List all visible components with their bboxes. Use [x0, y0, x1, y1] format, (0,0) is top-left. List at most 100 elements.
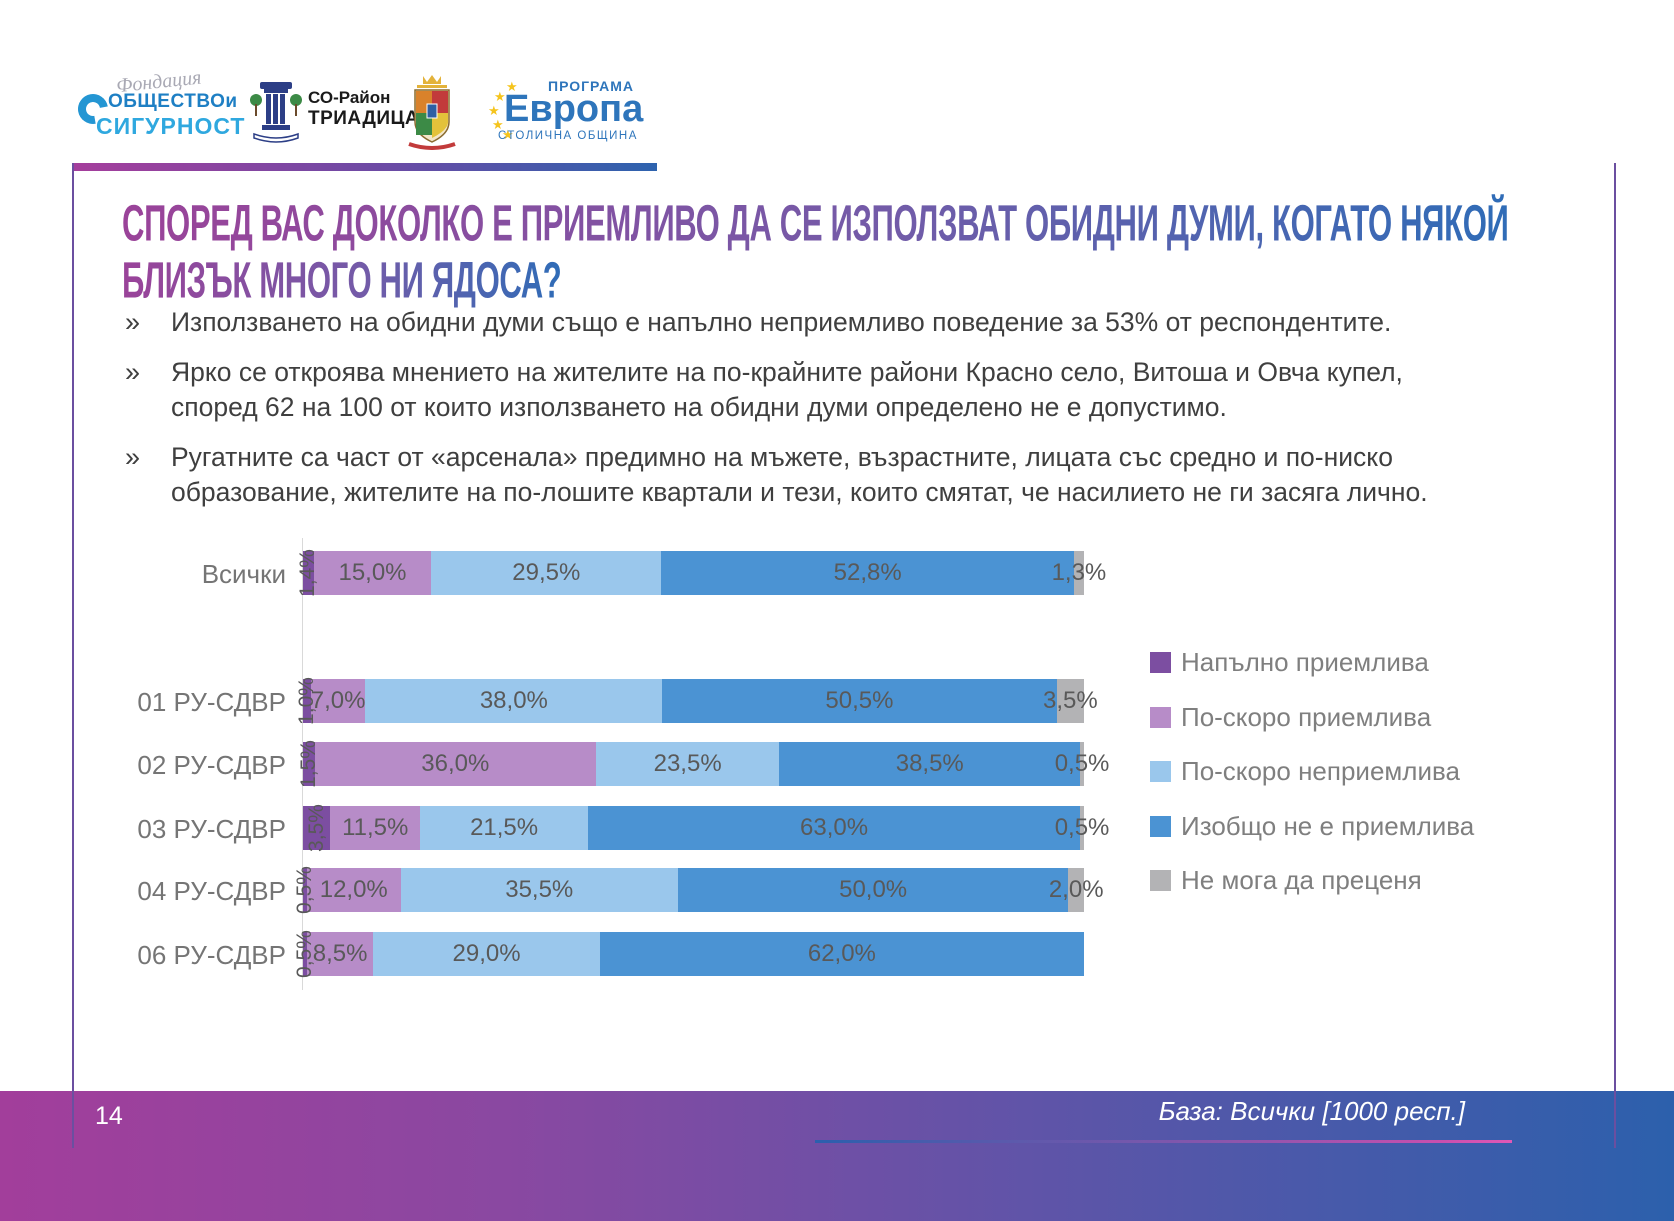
frame-left-border	[72, 163, 74, 1148]
title-line-2: БЛИЗЪК МНОГО НИ ЯДОСА?	[122, 251, 562, 309]
segment-value-label: 29,0%	[452, 940, 521, 967]
bar-row: 0,5% 12,0% 35,5% 50,0% 2,0%	[293, 866, 1104, 914]
frame-right-border	[1614, 163, 1616, 1148]
legend-item: Не мога да преценя	[1150, 865, 1422, 896]
sofia-crest-icon	[408, 75, 456, 150]
page-title: СПОРЕД ВАС ДОКОЛКО Е ПРИЕМЛИВО ДА СЕ ИЗП…	[122, 194, 1572, 309]
segment-value-label: 1,3%	[1051, 559, 1107, 586]
segment-value-label: 7,0%	[310, 687, 366, 714]
bar-segment	[303, 679, 311, 723]
segment-value-label: 0,5%	[1054, 814, 1110, 841]
bar-row: 0,5% 8,5% 29,0% 62,0%	[293, 930, 1084, 978]
logo-sofia-coat-of-arms	[403, 70, 461, 155]
legend-item: По-скоро приемлива	[1150, 702, 1431, 733]
legend-swatch	[1150, 652, 1171, 673]
bullet-marker: »	[125, 442, 141, 472]
title-line-1: СПОРЕД ВАС ДОКОЛКО Е ПРИЕМЛИВО ДА СЕ ИЗП…	[122, 194, 1509, 252]
bar-segment	[303, 742, 315, 786]
bar-segment	[662, 679, 1057, 723]
segment-value-label: 1,4%	[296, 549, 320, 597]
bar-segment	[303, 932, 307, 976]
bar-segment	[306, 932, 374, 976]
category-label: 01 РУ-СДВР	[137, 687, 286, 717]
segment-value-label: 35,5%	[505, 876, 574, 903]
evropa-top: ПРОГРАМА	[548, 78, 635, 94]
bullet-item: » Ругатните са част от «арсенала» предимн…	[125, 440, 1485, 510]
page-number: 14	[95, 1102, 123, 1130]
legend-label: По-скоро неприемлива	[1181, 756, 1460, 786]
foundation-line1: ОБЩЕСТВОи	[108, 91, 238, 112]
bar-row: 3,5% 11,5% 21,5% 63,0% 0,5%	[303, 804, 1109, 852]
bar-segment	[431, 551, 662, 595]
category-label: Всички	[201, 559, 286, 589]
category-label: 04 РУ-СДВР	[137, 876, 286, 906]
legend-swatch	[1150, 707, 1171, 728]
bullet-text: Ругатните са част от «арсенала» предимно…	[171, 442, 1428, 507]
logo-strip: Фондация ОБЩЕСТВОи СИГУРНОСТ СО-Район ТР…	[72, 66, 718, 155]
segment-value-label: 38,5%	[895, 750, 964, 777]
legend-item: Напълно приемлива	[1150, 647, 1429, 678]
bar-segment	[599, 932, 1084, 976]
bar-segment	[310, 679, 366, 723]
foundation-line2: СИГУРНОСТ	[96, 113, 246, 139]
column-icon	[250, 82, 302, 143]
bullet-marker: »	[125, 307, 141, 337]
bar-segment	[373, 932, 600, 976]
bar-segment	[314, 742, 596, 786]
bar-segment	[595, 742, 780, 786]
triaditsa-line1: СО-Район	[308, 88, 391, 107]
bar-segment	[1068, 868, 1084, 912]
triaditsa-line2: ТРИАДИЦА	[308, 108, 420, 129]
bar-segment	[1080, 806, 1084, 850]
bar-row: 1,0% 7,0% 38,0% 50,5% 3,5%	[295, 677, 1098, 725]
bar-segment	[330, 806, 421, 850]
footer-band	[0, 1091, 1674, 1221]
segment-value-label: 29,5%	[512, 559, 581, 586]
evropa-bottom: СТОЛИЧНА ОБЩИНА	[498, 130, 638, 142]
bullet-list: » Използването на обидни думи също е напъ…	[125, 305, 1485, 525]
euro-stars-icon: ★ ★ ★ ★ ★	[488, 79, 518, 142]
segment-value-label: 63,0%	[800, 814, 869, 841]
segment-value-label: 12,0%	[319, 876, 388, 903]
base-note: База: Всички [1000 респ.]	[1158, 1096, 1465, 1126]
legend-swatch	[1150, 761, 1171, 782]
evropa-main: Европа	[504, 88, 644, 130]
segment-value-label: 21,5%	[470, 814, 539, 841]
category-label: 06 РУ-СДВР	[137, 940, 286, 970]
bar-segment	[306, 868, 401, 912]
bar-segment	[303, 551, 314, 595]
segment-value-label: 3,5%	[304, 804, 328, 852]
segment-value-label: 3,5%	[1042, 687, 1098, 714]
chart-axis-line	[302, 538, 303, 990]
bullet-text: Ярко се откроява мнението на жителите на…	[171, 357, 1403, 422]
bullet-item: » Ярко се откроява мнението на жителите н…	[125, 355, 1485, 425]
bar-segment	[677, 868, 1069, 912]
segment-value-label: 38,0%	[479, 687, 548, 714]
category-label: 03 РУ-СДВР	[137, 814, 286, 844]
footer-accent-line	[815, 1140, 1512, 1143]
legend-swatch	[1150, 816, 1171, 837]
legend-swatch	[1150, 870, 1171, 891]
segment-value-label: 2,0%	[1048, 876, 1104, 903]
segment-value-label: 15,0%	[338, 559, 407, 586]
header-gradient-bar	[72, 163, 657, 171]
segment-value-label: 50,5%	[825, 687, 894, 714]
category-label: 02 РУ-СДВР	[137, 750, 286, 780]
legend-label: По-скоро приемлива	[1181, 702, 1432, 732]
segment-value-label: 11,5%	[342, 814, 409, 841]
bar-segment	[1073, 551, 1084, 595]
bar-row: 1,5% 36,0% 23,5% 38,5% 0,5%	[297, 740, 1110, 788]
bullet-text: Използването на обидни думи също е напъл…	[171, 307, 1392, 337]
bar-segment	[661, 551, 1074, 595]
bar-segment	[400, 868, 678, 912]
legend-label: Изобщо не е приемлива	[1181, 811, 1475, 841]
segment-value-label: 1,5%	[296, 740, 320, 788]
legend-label: Напълно приемлива	[1181, 647, 1429, 677]
bar-segment	[420, 806, 589, 850]
segment-value-label: 36,0%	[421, 750, 490, 777]
bar-segment	[588, 806, 1081, 850]
segment-value-label: 23,5%	[653, 750, 722, 777]
segment-value-label: 8,5%	[312, 940, 368, 967]
logo-foundation-society-security: Фондация ОБЩЕСТВОи СИГУРНОСТ	[72, 66, 256, 140]
